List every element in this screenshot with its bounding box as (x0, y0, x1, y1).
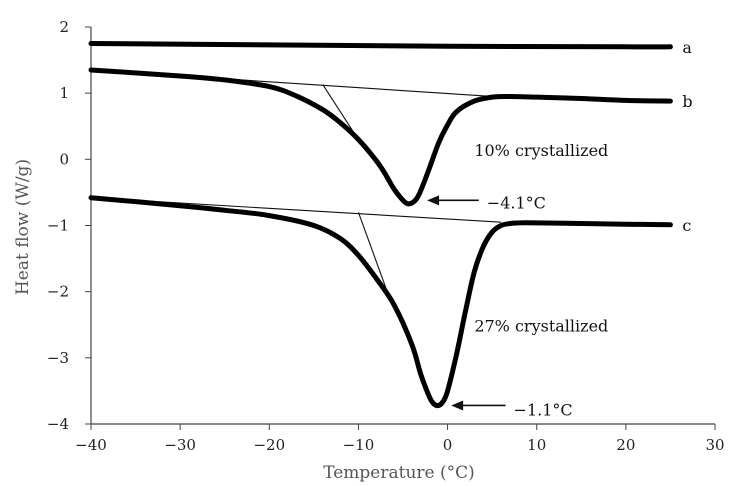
construction-line (322, 84, 355, 134)
series-label-a: a (682, 38, 692, 57)
x-tick-label: 30 (705, 436, 724, 454)
annotation-text: −4.1°C (487, 193, 546, 212)
construction-line (357, 212, 391, 299)
y-tick-label: −3 (47, 349, 69, 367)
y-tick-label: 0 (59, 150, 69, 168)
annotation-arrow (451, 400, 506, 411)
y-tick-label: −4 (47, 415, 69, 433)
annotation-text: −1.1°C (514, 400, 573, 419)
series-label-b: b (682, 92, 692, 111)
x-tick-label: 0 (443, 436, 453, 454)
series-curves: a b c (88, 38, 693, 409)
x-tick-label: 20 (616, 436, 635, 454)
construction-lines (90, 69, 502, 299)
series-label-c: c (682, 216, 691, 235)
x-tick-label: −40 (75, 436, 107, 454)
annotation-text: 10% crystallized (474, 141, 608, 160)
arrow-head (451, 400, 464, 411)
x-axis-title: Temperature (°C) (323, 463, 475, 483)
y-tick-label: −2 (47, 283, 69, 301)
y-tick-label: −1 (47, 217, 69, 235)
x-tick-label: 10 (527, 436, 546, 454)
y-axis-title: Heat flow (W/g) (13, 159, 33, 295)
annotation-text: 27% crystallized (474, 316, 608, 335)
x-tick-label: −10 (343, 436, 375, 454)
annotations: 10% crystallized −4.1°C 27% crystallized −1… (427, 141, 608, 419)
arrow-head (427, 195, 440, 206)
x-tick-label: −30 (164, 436, 196, 454)
series-line-a (88, 41, 673, 50)
x-tick-label: −20 (253, 436, 285, 454)
y-tick-label: 1 (59, 84, 69, 102)
y-tick-label: 2 (59, 18, 69, 36)
series-line-c (88, 195, 673, 409)
series-line-b (88, 67, 673, 207)
annotation-arrow (427, 195, 479, 206)
